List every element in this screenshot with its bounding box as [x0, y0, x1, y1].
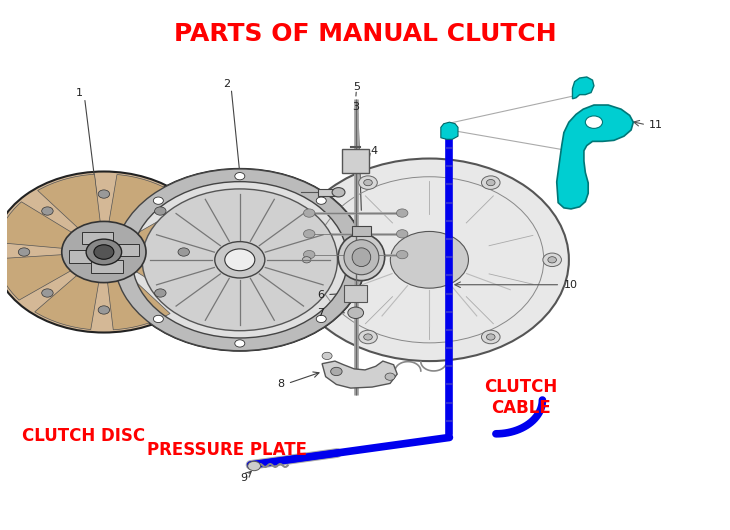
Wedge shape	[0, 202, 104, 252]
Circle shape	[142, 189, 337, 331]
Circle shape	[332, 188, 345, 197]
Text: 1: 1	[75, 87, 82, 98]
FancyBboxPatch shape	[352, 226, 371, 236]
Circle shape	[304, 251, 315, 259]
Circle shape	[297, 253, 316, 267]
Circle shape	[153, 315, 164, 323]
Circle shape	[364, 334, 372, 340]
Wedge shape	[104, 252, 170, 330]
Circle shape	[304, 209, 315, 217]
Circle shape	[385, 373, 395, 381]
FancyBboxPatch shape	[108, 243, 139, 256]
FancyBboxPatch shape	[342, 149, 369, 173]
Circle shape	[155, 207, 166, 215]
Text: CLUTCH DISC: CLUTCH DISC	[22, 427, 145, 445]
Text: 8: 8	[277, 379, 284, 390]
Circle shape	[302, 257, 311, 263]
Text: PARTS OF MANUAL CLUTCH: PARTS OF MANUAL CLUTCH	[174, 22, 556, 46]
Ellipse shape	[352, 248, 371, 267]
Wedge shape	[38, 174, 104, 252]
Circle shape	[98, 190, 110, 198]
Circle shape	[543, 253, 561, 267]
Circle shape	[215, 242, 265, 278]
Wedge shape	[115, 169, 365, 351]
FancyBboxPatch shape	[91, 260, 123, 272]
Circle shape	[331, 367, 342, 376]
Wedge shape	[0, 252, 104, 300]
Circle shape	[350, 256, 360, 263]
Circle shape	[396, 229, 408, 238]
Circle shape	[548, 257, 556, 263]
Circle shape	[486, 334, 495, 340]
Wedge shape	[104, 252, 211, 302]
Circle shape	[396, 209, 408, 217]
Ellipse shape	[338, 234, 385, 280]
Circle shape	[486, 180, 495, 186]
Text: 7: 7	[317, 308, 324, 318]
Circle shape	[482, 176, 500, 189]
Circle shape	[0, 172, 215, 332]
Wedge shape	[104, 174, 173, 252]
Circle shape	[391, 232, 469, 288]
Circle shape	[42, 289, 53, 297]
Text: 6: 6	[318, 289, 324, 299]
Circle shape	[235, 173, 245, 180]
Circle shape	[364, 180, 372, 186]
Wedge shape	[35, 252, 104, 330]
Circle shape	[322, 352, 332, 359]
FancyBboxPatch shape	[318, 189, 338, 197]
Text: 4: 4	[371, 146, 378, 156]
Circle shape	[115, 169, 365, 351]
Ellipse shape	[344, 240, 379, 275]
Text: 11: 11	[649, 120, 663, 130]
Circle shape	[247, 461, 261, 471]
Text: 3: 3	[352, 102, 359, 112]
FancyBboxPatch shape	[69, 250, 101, 263]
Circle shape	[235, 340, 245, 347]
Circle shape	[482, 330, 500, 344]
FancyBboxPatch shape	[82, 232, 113, 244]
FancyBboxPatch shape	[345, 285, 367, 303]
Polygon shape	[322, 361, 397, 388]
Text: 9: 9	[240, 473, 247, 483]
Circle shape	[225, 249, 255, 271]
Circle shape	[42, 207, 53, 215]
Circle shape	[396, 251, 408, 259]
Polygon shape	[572, 77, 594, 99]
Circle shape	[86, 239, 122, 265]
Circle shape	[120, 256, 130, 263]
Circle shape	[153, 197, 164, 204]
Text: 5: 5	[353, 82, 360, 92]
Circle shape	[178, 248, 190, 256]
Circle shape	[585, 116, 602, 128]
Text: PRESSURE PLATE: PRESSURE PLATE	[147, 440, 307, 458]
Circle shape	[155, 289, 166, 297]
Polygon shape	[557, 105, 634, 209]
Circle shape	[290, 158, 569, 361]
Wedge shape	[104, 204, 211, 252]
Circle shape	[316, 197, 326, 204]
Circle shape	[316, 315, 326, 323]
Text: 2: 2	[223, 80, 231, 89]
Polygon shape	[441, 122, 458, 139]
Circle shape	[98, 306, 110, 314]
Circle shape	[94, 245, 114, 259]
Text: CLUTCH
CABLE: CLUTCH CABLE	[484, 378, 558, 417]
Circle shape	[62, 222, 146, 282]
Circle shape	[347, 307, 364, 319]
Circle shape	[358, 330, 377, 344]
Circle shape	[304, 229, 315, 238]
Circle shape	[18, 248, 30, 256]
Text: 10: 10	[564, 280, 578, 290]
Circle shape	[358, 176, 377, 189]
